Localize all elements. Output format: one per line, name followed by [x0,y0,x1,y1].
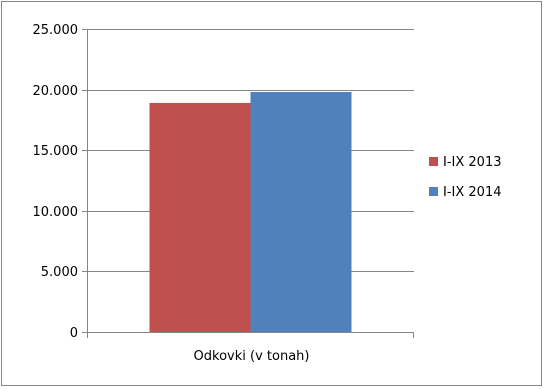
bar-i-ix-2014 [250,92,352,332]
y-tick-label: 25.000 [33,23,79,38]
x-category-label: Odkovki (v tonah) [194,349,310,364]
y-tick-label: 15.000 [33,144,79,159]
axes [87,29,414,338]
y-tick-label: 0 [70,326,78,341]
y-tick-label: 20.000 [33,84,79,99]
legend: I-IX 2013 I-IX 2014 [429,155,501,200]
bars [149,92,352,332]
y-axis-ticks: 0 5.000 10.000 15.000 20.000 25.000 [33,23,87,341]
y-tick-label: 10.000 [33,205,79,220]
bar-i-ix-2013 [149,102,251,332]
y-tick-label: 5.000 [41,265,78,280]
legend-swatch [429,187,438,196]
legend-label: I-IX 2014 [443,185,501,200]
x-axis-labels: Odkovki (v tonah) [194,349,310,364]
legend-swatch [429,157,438,166]
legend-label: I-IX 2013 [443,155,501,170]
